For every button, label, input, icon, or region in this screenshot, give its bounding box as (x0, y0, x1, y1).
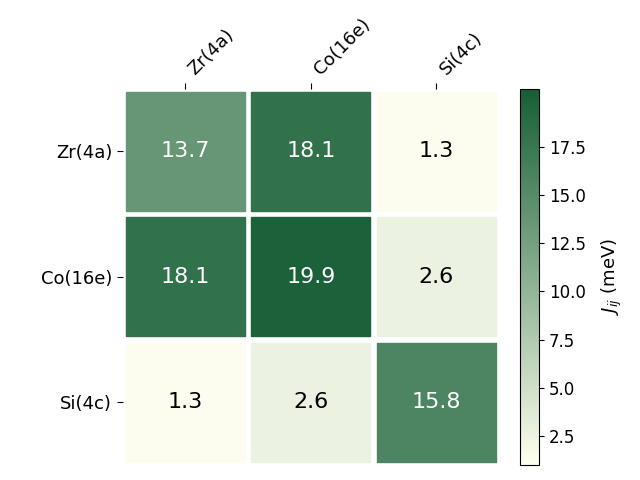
Bar (377, 92, 496, 211)
Bar (125, 343, 245, 462)
Text: 2.6: 2.6 (293, 392, 328, 412)
Y-axis label: $J_{ij}$ (meV): $J_{ij}$ (meV) (600, 239, 624, 315)
Bar (377, 343, 496, 462)
Bar (125, 217, 245, 336)
Text: 2.6: 2.6 (419, 267, 454, 287)
Text: 18.1: 18.1 (286, 141, 335, 161)
Text: 13.7: 13.7 (161, 141, 210, 161)
Bar (125, 92, 245, 211)
Text: 18.1: 18.1 (161, 267, 210, 287)
Bar (251, 217, 371, 336)
Bar (251, 343, 371, 462)
Bar (377, 217, 496, 336)
Text: 1.3: 1.3 (419, 141, 454, 161)
Text: 15.8: 15.8 (412, 392, 461, 412)
Text: 19.9: 19.9 (286, 267, 335, 287)
Bar (251, 92, 371, 211)
Text: 1.3: 1.3 (168, 392, 203, 412)
